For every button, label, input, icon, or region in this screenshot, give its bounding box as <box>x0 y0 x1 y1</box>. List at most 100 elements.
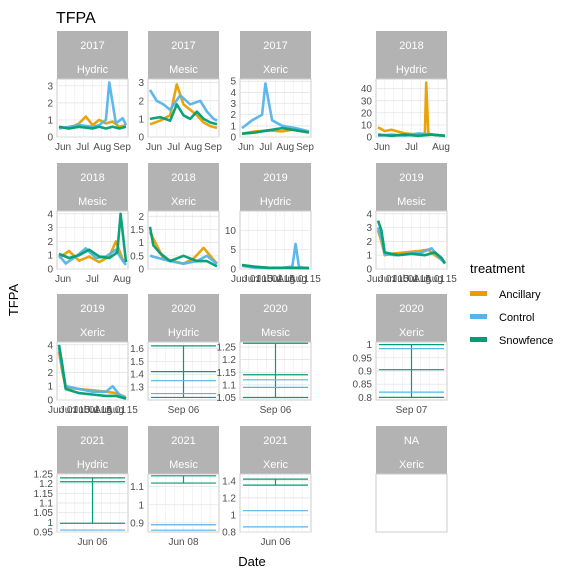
x-tick-label: Aug <box>113 274 131 285</box>
y-tick-label: 0.95 <box>353 353 373 364</box>
series-line <box>58 125 127 130</box>
facet-strip-site: Xeric <box>80 327 106 339</box>
y-tick-label: 5 <box>230 77 236 88</box>
y-tick-label: 1 <box>47 251 53 262</box>
facet-strip <box>148 31 219 79</box>
y-tick-label: 1.25 <box>217 343 237 354</box>
y-tick-label: 0 <box>366 133 372 144</box>
facet-strip-year: 2019 <box>399 172 423 184</box>
chart-title: TFPA <box>56 10 96 27</box>
y-tick-label: 1.2 <box>39 479 53 490</box>
panel-background <box>375 473 448 533</box>
x-tick-label: Sep 06 <box>168 405 200 416</box>
y-tick-label: 1.5 <box>130 225 144 236</box>
facet-strip <box>376 163 447 211</box>
x-tick-label: Jul 01 <box>392 274 419 285</box>
facet-strip <box>57 31 128 79</box>
y-tick-label: 1.6 <box>130 344 144 355</box>
y-tick-label: 1.1 <box>130 482 144 493</box>
y-tick-label: 1.2 <box>222 493 236 504</box>
facet-strip-year: 2020 <box>171 303 195 315</box>
facet-strip-site: Mesic <box>169 64 198 76</box>
facet-strip <box>376 294 447 342</box>
facet-strip-site: Xeric <box>399 327 425 339</box>
y-tick-label: 0.9 <box>358 367 372 378</box>
x-tick-label: Aug <box>93 142 111 153</box>
y-tick-label: 2 <box>366 237 372 248</box>
y-tick-label: 1.3 <box>130 383 144 394</box>
y-tick-label: 10 <box>225 226 237 237</box>
facet-strip <box>57 163 128 211</box>
y-tick-label: 1 <box>230 121 236 132</box>
facet-strip-year: 2017 <box>80 40 104 52</box>
facet-strip <box>148 426 219 474</box>
facet-strip <box>148 163 219 211</box>
x-tick-label: Jul 01 <box>73 405 100 416</box>
legend-label: Control <box>499 312 534 324</box>
facet-strip-year: 2021 <box>171 435 195 447</box>
series-line <box>148 226 218 268</box>
y-tick-label: 2 <box>47 98 53 109</box>
series-line <box>241 126 310 135</box>
y-tick-label: 1 <box>230 510 236 521</box>
y-tick-label: 1.15 <box>217 368 237 379</box>
x-tick-label: Jun 08 <box>168 537 198 548</box>
facet-strip-site: Xeric <box>399 459 425 471</box>
facet-panel: 2017 Mesic 0 1 2 3 Jun Jul Aug Sep <box>138 31 222 153</box>
y-tick-label: 5 <box>230 245 236 256</box>
y-tick-label: 1.1 <box>39 499 53 510</box>
facet-strip <box>57 426 128 474</box>
x-tick-label: Aug 15 <box>289 274 321 285</box>
x-tick-label: Aug <box>276 142 294 153</box>
x-tick-label: Aug <box>184 142 202 153</box>
x-tick-label: Sep 07 <box>396 405 428 416</box>
y-tick-label: 3 <box>366 223 372 234</box>
facet-strip <box>240 163 311 211</box>
facet-strip <box>240 294 311 342</box>
facet-panel: 2020 Mesic 1.05 1.11.15 1.21.25 Sep 06 <box>217 294 312 416</box>
x-tick-label: Jul 15 <box>404 274 431 285</box>
y-tick-label: 1 <box>47 518 53 529</box>
series-line <box>57 344 127 400</box>
legend-label: Snowfence <box>499 335 553 347</box>
facet-strip-year: 2021 <box>80 435 104 447</box>
facet-strip-year: NA <box>404 435 420 447</box>
facet-strip-year: 2021 <box>263 435 287 447</box>
x-tick-label: Sep 06 <box>260 405 292 416</box>
series-line <box>241 82 310 133</box>
facet-panel: 2020 Xeric 0.8 0.85 0.9 0.95 1 Sep 07 <box>353 294 448 416</box>
y-tick-label: 4 <box>47 209 53 220</box>
x-tick-label: Jun 01 <box>367 274 397 285</box>
x-tick-label: Jun 15 <box>243 274 273 285</box>
x-tick-label: Jun <box>374 142 390 153</box>
y-tick-label: 1.05 <box>217 393 237 404</box>
facet-strip <box>240 426 311 474</box>
y-tick-label: 0.5 <box>130 251 144 262</box>
x-tick-label: Jul 15 <box>85 405 112 416</box>
facet-strip-year: 2018 <box>399 40 423 52</box>
y-tick-label: 0 <box>138 133 144 144</box>
facet-strip-site: Hydric <box>396 64 428 76</box>
y-tick-label: 0.8 <box>222 528 236 539</box>
y-tick-label: 0.8 <box>358 393 372 404</box>
x-tick-label: Aug 01 <box>94 405 126 416</box>
y-tick-label: 0 <box>230 133 236 144</box>
y-tick-label: 2 <box>47 368 53 379</box>
y-tick-label: 2 <box>138 96 144 107</box>
facet-strip-site: Mesic <box>261 327 290 339</box>
y-tick-label: 4 <box>366 209 372 220</box>
facet-strip-year: 2020 <box>263 303 287 315</box>
y-tick-label: 1 <box>47 382 53 393</box>
y-tick-label: 2 <box>138 212 144 223</box>
x-tick-label: Jun <box>238 142 254 153</box>
y-tick-label: 3 <box>47 223 53 234</box>
x-tick-label: Jun 06 <box>77 537 107 548</box>
x-tick-label: Jul <box>86 274 99 285</box>
x-tick-label: Aug 15 <box>106 405 138 416</box>
series-line <box>149 103 218 126</box>
